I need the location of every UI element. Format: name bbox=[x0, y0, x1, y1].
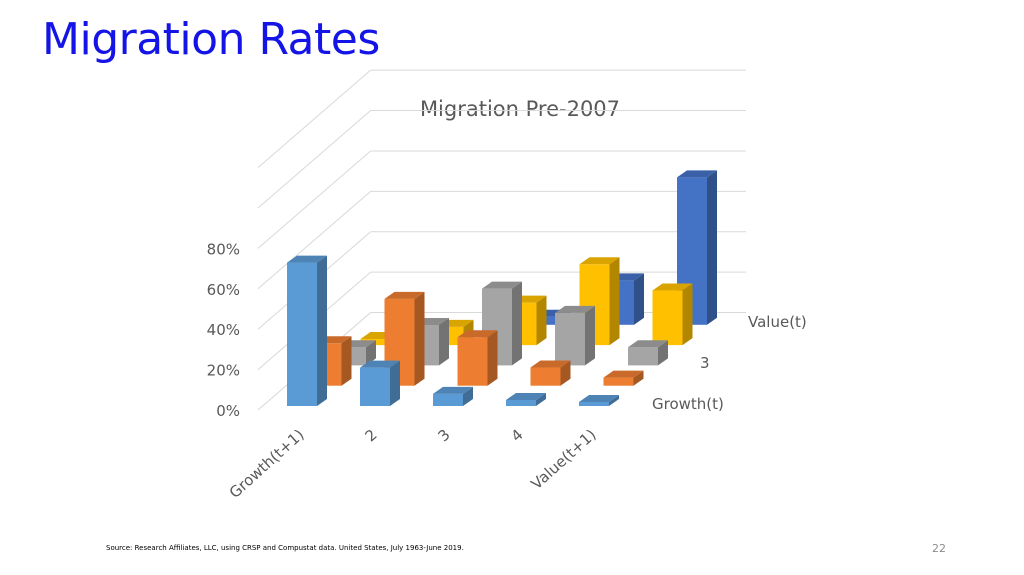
slide-title: Migration Rates bbox=[42, 14, 380, 65]
bar bbox=[579, 394, 619, 406]
bar bbox=[433, 386, 473, 406]
bar bbox=[652, 283, 693, 346]
series-label: Growth(t) bbox=[652, 395, 724, 413]
bar bbox=[603, 370, 644, 386]
category-label: Value(t+1) bbox=[528, 426, 600, 494]
category-label: 2 bbox=[362, 426, 381, 446]
gridline-side bbox=[257, 110, 371, 209]
category-label: 3 bbox=[435, 426, 454, 446]
gridline-side bbox=[257, 190, 371, 290]
bar bbox=[628, 340, 668, 366]
bar bbox=[555, 305, 595, 366]
gridline-side bbox=[257, 69, 371, 168]
y-tick-label: 0% bbox=[216, 402, 240, 420]
series-label: 3 bbox=[700, 354, 710, 372]
source-note: Source: Research Affiliates, LLC, using … bbox=[106, 544, 464, 552]
y-tick-label: 60% bbox=[207, 281, 240, 299]
bar bbox=[530, 360, 571, 386]
gridline-side bbox=[257, 150, 371, 249]
bar bbox=[457, 330, 498, 386]
series-label: Value(t) bbox=[748, 313, 807, 331]
chart-bars bbox=[287, 170, 717, 406]
bar bbox=[360, 360, 400, 406]
category-label: 4 bbox=[508, 426, 527, 446]
page-number: 22 bbox=[932, 542, 946, 555]
y-tick-label: 80% bbox=[207, 240, 240, 258]
chart-title: Migration Pre-2007 bbox=[420, 97, 620, 121]
bar bbox=[287, 255, 327, 406]
y-tick-label: 20% bbox=[207, 362, 240, 380]
bar bbox=[506, 392, 546, 406]
category-label: Growth(t+1) bbox=[226, 426, 308, 502]
y-tick-label: 40% bbox=[207, 321, 240, 339]
